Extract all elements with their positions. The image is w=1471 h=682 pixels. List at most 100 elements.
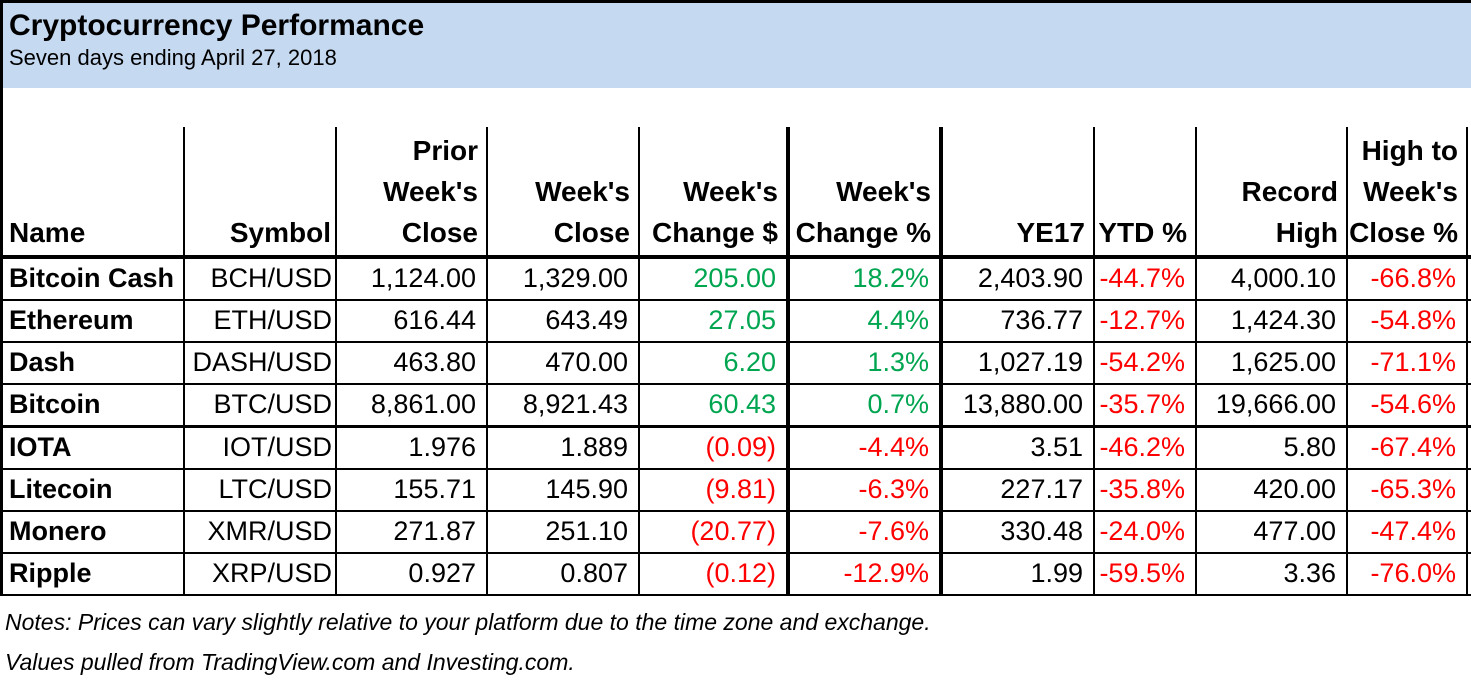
col-header-symbol: Symbol bbox=[185, 127, 337, 255]
note-line-1: Notes: Prices can vary slightly relative… bbox=[5, 609, 931, 635]
cell-weeks-close: 643.49 bbox=[488, 301, 640, 341]
cell-weeks-close: 251.10 bbox=[488, 512, 640, 552]
table-row: Monero XMR/USD 271.87 251.10 (20.77) -7.… bbox=[3, 512, 1471, 554]
cell-name: IOTA bbox=[3, 428, 185, 468]
cell-high-to-weeks-close-pct: -66.8% bbox=[1348, 259, 1468, 299]
cell-weeks-change-pct: 0.7% bbox=[790, 385, 943, 425]
col-header-weeks-close: Week's Close bbox=[488, 127, 640, 255]
cell-prior-weeks-close: 271.87 bbox=[337, 512, 488, 552]
cell-weeks-change-pct: -7.6% bbox=[790, 512, 943, 552]
page-subtitle: Seven days ending April 27, 2018 bbox=[9, 45, 337, 70]
cell-ye17: 330.48 bbox=[943, 512, 1095, 552]
cell-weeks-change-pct: -4.4% bbox=[790, 428, 943, 468]
table-row: Dash DASH/USD 463.80 470.00 6.20 1.3% 1,… bbox=[3, 343, 1471, 385]
cell-ytd-pct: -44.7% bbox=[1095, 259, 1197, 299]
cell-weeks-change-usd: (0.09) bbox=[640, 428, 790, 468]
crypto-performance-table: Name Symbol Prior Week's Close Week's Cl… bbox=[0, 88, 1471, 596]
cell-weeks-change-usd: 60.43 bbox=[640, 385, 790, 425]
table-row: Litecoin LTC/USD 155.71 145.90 (9.81) -6… bbox=[3, 470, 1471, 512]
cell-symbol: XRP/USD bbox=[185, 554, 337, 594]
cell-ye17: 227.17 bbox=[943, 470, 1095, 510]
cell-prior-weeks-close: 8,861.00 bbox=[337, 385, 488, 425]
cell-ytd-pct: -35.8% bbox=[1095, 470, 1197, 510]
cell-weeks-change-usd: (9.81) bbox=[640, 470, 790, 510]
cell-ytd-pct: -59.5% bbox=[1095, 554, 1197, 594]
cell-weeks-change-pct: 18.2% bbox=[790, 259, 943, 299]
cell-record-high: 477.00 bbox=[1197, 512, 1348, 552]
cell-name: Bitcoin bbox=[3, 385, 185, 425]
cell-record-high: 4,000.10 bbox=[1197, 259, 1348, 299]
cell-name: Monero bbox=[3, 512, 185, 552]
cell-symbol: BTC/USD bbox=[185, 385, 337, 425]
cell-weeks-change-usd: (0.12) bbox=[640, 554, 790, 594]
cell-weeks-change-pct: -6.3% bbox=[790, 470, 943, 510]
cell-ye17: 736.77 bbox=[943, 301, 1095, 341]
note-line-2: Values pulled from TradingView.com and I… bbox=[5, 649, 575, 675]
col-header-record-high: Record High bbox=[1197, 127, 1348, 255]
cell-symbol: XMR/USD bbox=[185, 512, 337, 552]
cell-ytd-pct: -35.7% bbox=[1095, 385, 1197, 425]
cell-prior-weeks-close: 155.71 bbox=[337, 470, 488, 510]
cell-weeks-change-pct: 4.4% bbox=[790, 301, 943, 341]
col-header-name: Name bbox=[3, 127, 185, 255]
cell-weeks-change-usd: 6.20 bbox=[640, 343, 790, 383]
cell-symbol: ETH/USD bbox=[185, 301, 337, 341]
cell-weeks-close: 1.889 bbox=[488, 428, 640, 468]
cell-ytd-pct: -54.2% bbox=[1095, 343, 1197, 383]
cell-ytd-pct: -24.0% bbox=[1095, 512, 1197, 552]
title-banner: Cryptocurrency Performance Seven days en… bbox=[0, 0, 1471, 88]
col-header-high-to-weeks-close-pct: High to Week's Close % bbox=[1348, 127, 1468, 255]
cell-weeks-close: 145.90 bbox=[488, 470, 640, 510]
table-row: Ripple XRP/USD 0.927 0.807 (0.12) -12.9%… bbox=[3, 554, 1471, 596]
cell-high-to-weeks-close-pct: -54.8% bbox=[1348, 301, 1468, 341]
cell-symbol: IOT/USD bbox=[185, 428, 337, 468]
cell-ye17: 1,027.19 bbox=[943, 343, 1095, 383]
cell-high-to-weeks-close-pct: -54.6% bbox=[1348, 385, 1468, 425]
page-title: Cryptocurrency Performance bbox=[9, 9, 425, 42]
col-header-ytd-pct: YTD % bbox=[1095, 127, 1197, 255]
cell-weeks-change-usd: 205.00 bbox=[640, 259, 790, 299]
cell-weeks-close: 1,329.00 bbox=[488, 259, 640, 299]
cell-high-to-weeks-close-pct: -67.4% bbox=[1348, 428, 1468, 468]
cell-ytd-pct: -46.2% bbox=[1095, 428, 1197, 468]
cell-prior-weeks-close: 1.976 bbox=[337, 428, 488, 468]
cell-record-high: 3.36 bbox=[1197, 554, 1348, 594]
table-row: Ethereum ETH/USD 616.44 643.49 27.05 4.4… bbox=[3, 301, 1471, 343]
cell-symbol: BCH/USD bbox=[185, 259, 337, 299]
cell-name: Bitcoin Cash bbox=[3, 259, 185, 299]
table-row: Bitcoin BTC/USD 8,861.00 8,921.43 60.43 … bbox=[3, 385, 1471, 428]
col-header-prior-weeks-close: Prior Week's Close bbox=[337, 127, 488, 255]
cell-name: Dash bbox=[3, 343, 185, 383]
table-top-spacer bbox=[3, 88, 1471, 127]
cell-high-to-weeks-close-pct: -65.3% bbox=[1348, 470, 1468, 510]
footnotes: Notes: Prices can vary slightly relative… bbox=[5, 602, 931, 682]
table-body: Bitcoin Cash BCH/USD 1,124.00 1,329.00 2… bbox=[3, 259, 1471, 596]
cell-record-high: 19,666.00 bbox=[1197, 385, 1348, 425]
cell-name: Litecoin bbox=[3, 470, 185, 510]
cell-ye17: 13,880.00 bbox=[943, 385, 1095, 425]
cell-high-to-weeks-close-pct: -71.1% bbox=[1348, 343, 1468, 383]
cell-high-to-weeks-close-pct: -76.0% bbox=[1348, 554, 1468, 594]
col-header-weeks-change-usd: Week's Change $ bbox=[640, 127, 790, 255]
col-header-weeks-change-pct: Week's Change % bbox=[790, 127, 943, 255]
cell-prior-weeks-close: 463.80 bbox=[337, 343, 488, 383]
cell-name: Ripple bbox=[3, 554, 185, 594]
cell-name: Ethereum bbox=[3, 301, 185, 341]
cell-ytd-pct: -12.7% bbox=[1095, 301, 1197, 341]
table-header-row: Name Symbol Prior Week's Close Week's Cl… bbox=[3, 127, 1471, 259]
cell-record-high: 1,424.30 bbox=[1197, 301, 1348, 341]
cell-symbol: DASH/USD bbox=[185, 343, 337, 383]
cell-prior-weeks-close: 0.927 bbox=[337, 554, 488, 594]
cell-ye17: 3.51 bbox=[943, 428, 1095, 468]
cell-weeks-close: 0.807 bbox=[488, 554, 640, 594]
cell-prior-weeks-close: 1,124.00 bbox=[337, 259, 488, 299]
table-row: IOTA IOT/USD 1.976 1.889 (0.09) -4.4% 3.… bbox=[3, 428, 1471, 470]
cell-weeks-close: 8,921.43 bbox=[488, 385, 640, 425]
cell-weeks-change-usd: 27.05 bbox=[640, 301, 790, 341]
cell-prior-weeks-close: 616.44 bbox=[337, 301, 488, 341]
cell-weeks-change-usd: (20.77) bbox=[640, 512, 790, 552]
cell-weeks-close: 470.00 bbox=[488, 343, 640, 383]
cell-record-high: 5.80 bbox=[1197, 428, 1348, 468]
cell-weeks-change-pct: 1.3% bbox=[790, 343, 943, 383]
cell-ye17: 1.99 bbox=[943, 554, 1095, 594]
